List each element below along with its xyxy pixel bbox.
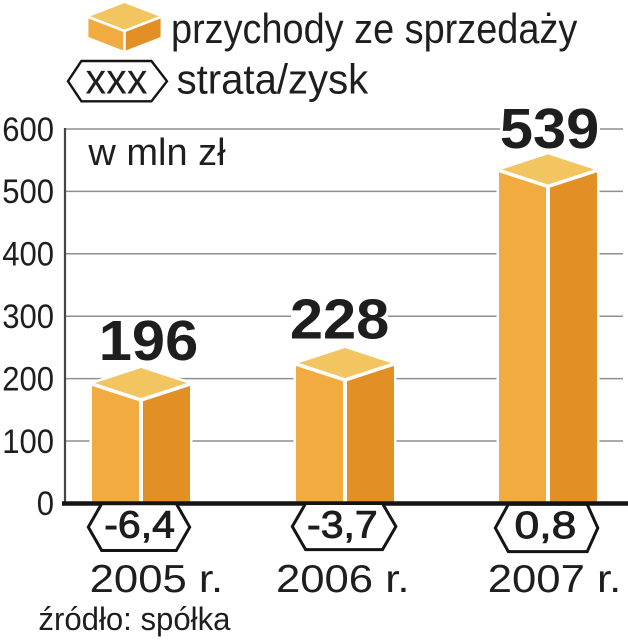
svg-text:-3,7: -3,7 xyxy=(307,504,378,546)
svg-text:xxx: xxx xyxy=(86,55,148,103)
svg-text:100: 100 xyxy=(2,421,54,460)
svg-text:2005 r.: 2005 r. xyxy=(90,557,224,600)
svg-text:strata/zysk: strata/zysk xyxy=(177,56,369,103)
svg-text:539: 539 xyxy=(500,97,599,160)
svg-text:0: 0 xyxy=(37,484,54,523)
svg-text:600: 600 xyxy=(2,109,54,148)
svg-text:196: 196 xyxy=(99,309,198,372)
svg-text:przychody ze sprzedaży: przychody ze sprzedaży xyxy=(171,6,577,52)
svg-text:w mln zł: w mln zł xyxy=(87,132,226,174)
svg-text:400: 400 xyxy=(2,234,54,273)
svg-text:źródło: spółka: źródło: spółka xyxy=(38,601,230,637)
svg-text:-6,4: -6,4 xyxy=(104,504,175,546)
svg-text:2006 r.: 2006 r. xyxy=(276,557,410,600)
svg-text:228: 228 xyxy=(290,288,389,351)
svg-text:500: 500 xyxy=(2,172,54,211)
svg-text:0,8: 0,8 xyxy=(515,504,577,546)
svg-text:2007 r.: 2007 r. xyxy=(488,557,622,600)
svg-text:200: 200 xyxy=(2,359,54,398)
svg-text:300: 300 xyxy=(2,296,54,335)
